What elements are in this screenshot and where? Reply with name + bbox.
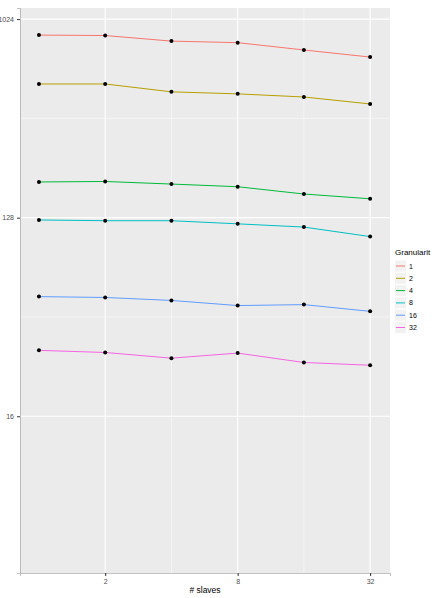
point — [302, 48, 306, 52]
tick-label: 8 — [236, 578, 240, 585]
point — [103, 82, 107, 86]
tick: 32 — [367, 573, 375, 585]
legend-swatch — [396, 302, 405, 303]
point — [368, 309, 372, 313]
point — [236, 185, 240, 189]
panel — [20, 8, 390, 573]
legend-key — [395, 273, 406, 284]
point — [37, 295, 41, 299]
legend-label: 1 — [409, 263, 413, 270]
point — [368, 197, 372, 201]
legend-swatch — [396, 327, 405, 328]
grid-line — [370, 8, 371, 573]
tick-label: 1024 — [0, 16, 14, 23]
grid-line — [105, 8, 106, 573]
point — [368, 55, 372, 59]
series-line — [39, 220, 370, 237]
point — [103, 179, 107, 183]
legend-key — [395, 261, 406, 272]
grid-line — [20, 416, 390, 417]
series-line — [39, 84, 370, 104]
x-axis: 2 8 32 — [21, 573, 391, 585]
point — [103, 34, 107, 38]
plot: 16 128 1024 2 8 32 — [0, 8, 391, 585]
point — [37, 218, 41, 222]
point — [37, 82, 41, 86]
point — [302, 192, 306, 196]
point — [368, 363, 372, 367]
tick-label: 128 — [2, 214, 14, 221]
point — [302, 95, 306, 99]
tick-label: 16 — [6, 413, 14, 420]
point — [236, 222, 240, 226]
grid-line — [20, 19, 390, 20]
legend-key — [395, 285, 406, 296]
legend-label: 16 — [409, 312, 417, 319]
legend-label: 32 — [409, 324, 417, 331]
point — [103, 295, 107, 299]
legend-title: Granularit — [395, 248, 431, 257]
point — [37, 33, 41, 37]
tick: 1024 — [0, 16, 20, 23]
point — [169, 298, 173, 302]
point — [169, 90, 173, 94]
tick-label: 32 — [367, 578, 375, 585]
axis-line — [17, 9, 21, 574]
legend-swatch — [396, 278, 405, 279]
tick-mark — [17, 19, 20, 20]
series-line — [39, 35, 370, 57]
minor-grid-line — [20, 316, 390, 317]
tick: 2 — [104, 573, 108, 585]
tick-mark — [105, 573, 106, 576]
point — [236, 41, 240, 45]
tick: 128 — [2, 214, 20, 221]
series-line — [39, 297, 370, 312]
legend: Granularit 1 2 4 8 16 32 — [395, 248, 431, 333]
data — [37, 33, 372, 367]
point — [169, 356, 173, 360]
point — [37, 348, 41, 352]
legend-label: 2 — [409, 275, 413, 282]
legend-label: 4 — [409, 287, 413, 294]
point — [368, 235, 372, 239]
tick: 8 — [236, 573, 240, 585]
series-line — [39, 181, 370, 198]
tick-mark — [238, 573, 239, 576]
grid — [20, 8, 390, 573]
point — [302, 225, 306, 229]
point — [169, 182, 173, 186]
legend-swatch — [396, 266, 405, 267]
x-axis-title: # slaves — [189, 585, 220, 595]
point — [236, 304, 240, 308]
minor-grid-line — [303, 8, 304, 573]
point — [302, 303, 306, 307]
grid-line — [20, 217, 390, 218]
tick-mark — [370, 573, 371, 576]
point — [169, 39, 173, 43]
point — [302, 360, 306, 364]
tick-mark — [17, 416, 20, 417]
legend-swatch — [396, 290, 405, 291]
point — [169, 219, 173, 223]
point — [236, 92, 240, 96]
tick-label: 2 — [104, 578, 108, 585]
minor-grid-line — [20, 118, 390, 119]
y-axis: 16 128 1024 — [0, 9, 21, 574]
legend-key — [395, 322, 406, 333]
chart: 16 128 1024 2 8 32 # slaves Granularit 1 2 4 8 16 32 — [0, 0, 436, 598]
legend-swatch — [396, 315, 405, 316]
legend-key — [395, 297, 406, 308]
minor-grid — [20, 8, 390, 573]
point — [37, 180, 41, 184]
legend-label: 8 — [409, 299, 413, 306]
axis-line — [21, 574, 391, 577]
point — [236, 351, 240, 355]
tick-mark — [17, 218, 20, 219]
tick: 16 — [6, 413, 20, 420]
point — [368, 102, 372, 106]
series-line — [39, 350, 370, 365]
point — [103, 350, 107, 354]
point — [103, 219, 107, 223]
legend-key — [395, 310, 406, 321]
